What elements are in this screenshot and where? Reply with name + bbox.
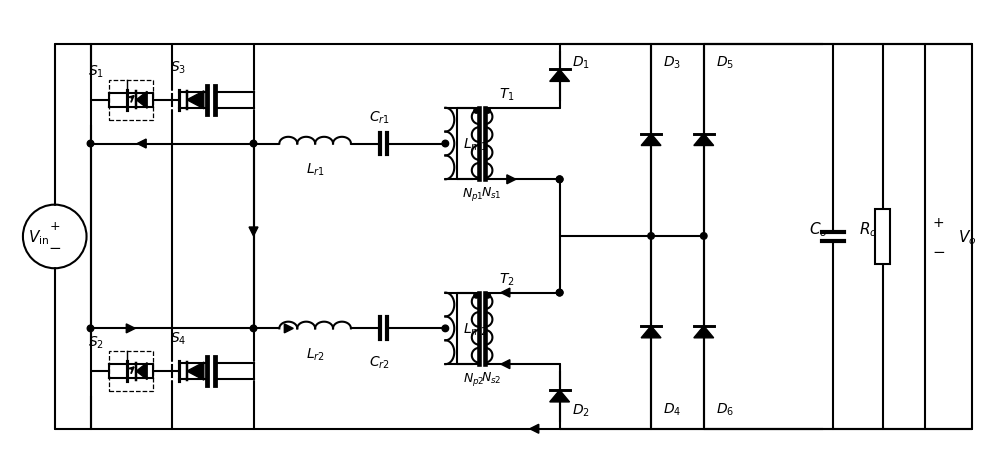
Text: $S_{4}$: $S_{4}$ [170,330,186,347]
Circle shape [250,141,257,147]
Circle shape [485,109,490,114]
Text: $S_{2}$: $S_{2}$ [88,334,104,350]
Polygon shape [641,326,661,338]
Circle shape [556,290,563,296]
Polygon shape [284,324,293,333]
Text: $L_{r2}$: $L_{r2}$ [306,345,325,362]
Text: +: + [933,215,944,229]
Text: $L_{m2}$: $L_{m2}$ [463,320,488,337]
Polygon shape [187,91,204,110]
Polygon shape [126,324,135,333]
Text: $N_{p1}$: $N_{p1}$ [462,186,484,203]
Text: $N_{s2}$: $N_{s2}$ [481,370,501,385]
Circle shape [474,109,479,114]
Text: $S_{1}$: $S_{1}$ [88,63,104,80]
Text: $V_{\rm in}$: $V_{\rm in}$ [28,228,50,246]
Polygon shape [136,363,147,380]
Bar [875,210,890,264]
Text: $S_{3}$: $S_{3}$ [170,60,186,76]
Text: $C_o$: $C_o$ [809,220,828,238]
Polygon shape [136,92,147,109]
Polygon shape [641,134,661,146]
Text: +: + [49,219,60,233]
Circle shape [556,290,563,296]
Text: $L_{r1}$: $L_{r1}$ [306,161,325,177]
Text: $L_{m1}$: $L_{m1}$ [463,136,488,152]
Polygon shape [530,425,539,433]
Polygon shape [694,134,714,146]
Circle shape [87,141,94,147]
Circle shape [87,325,94,332]
Circle shape [648,233,654,240]
Polygon shape [501,288,510,298]
Text: $T_{1}$: $T_{1}$ [499,86,515,102]
Circle shape [556,177,563,183]
Text: $C_{r2}$: $C_{r2}$ [369,354,390,370]
Text: $T_{2}$: $T_{2}$ [499,271,515,287]
Circle shape [700,233,707,240]
Polygon shape [694,326,714,338]
Circle shape [442,141,449,147]
Circle shape [442,325,449,332]
Polygon shape [187,362,204,380]
Text: −: − [48,240,61,255]
Circle shape [250,325,257,332]
Polygon shape [550,390,570,402]
Text: $D_1$: $D_1$ [572,55,589,71]
Text: $R_o$: $R_o$ [859,220,878,238]
Text: $D_5$: $D_5$ [716,55,734,71]
Polygon shape [249,228,258,237]
Polygon shape [137,140,146,149]
Polygon shape [507,176,516,184]
Circle shape [485,293,490,298]
Text: $C_{r1}$: $C_{r1}$ [369,109,390,125]
Text: $V_o$: $V_o$ [958,228,977,246]
Circle shape [556,177,563,183]
Text: −: − [932,244,945,259]
Text: $D_2$: $D_2$ [572,402,589,419]
Text: $D_3$: $D_3$ [663,55,681,71]
Polygon shape [501,360,510,369]
Polygon shape [550,71,570,82]
Circle shape [474,293,479,298]
Text: $D_6$: $D_6$ [716,401,734,417]
Text: $N_{s1}$: $N_{s1}$ [481,186,501,201]
Text: $D_4$: $D_4$ [663,401,681,417]
Text: $N_{p2}$: $N_{p2}$ [463,370,484,387]
